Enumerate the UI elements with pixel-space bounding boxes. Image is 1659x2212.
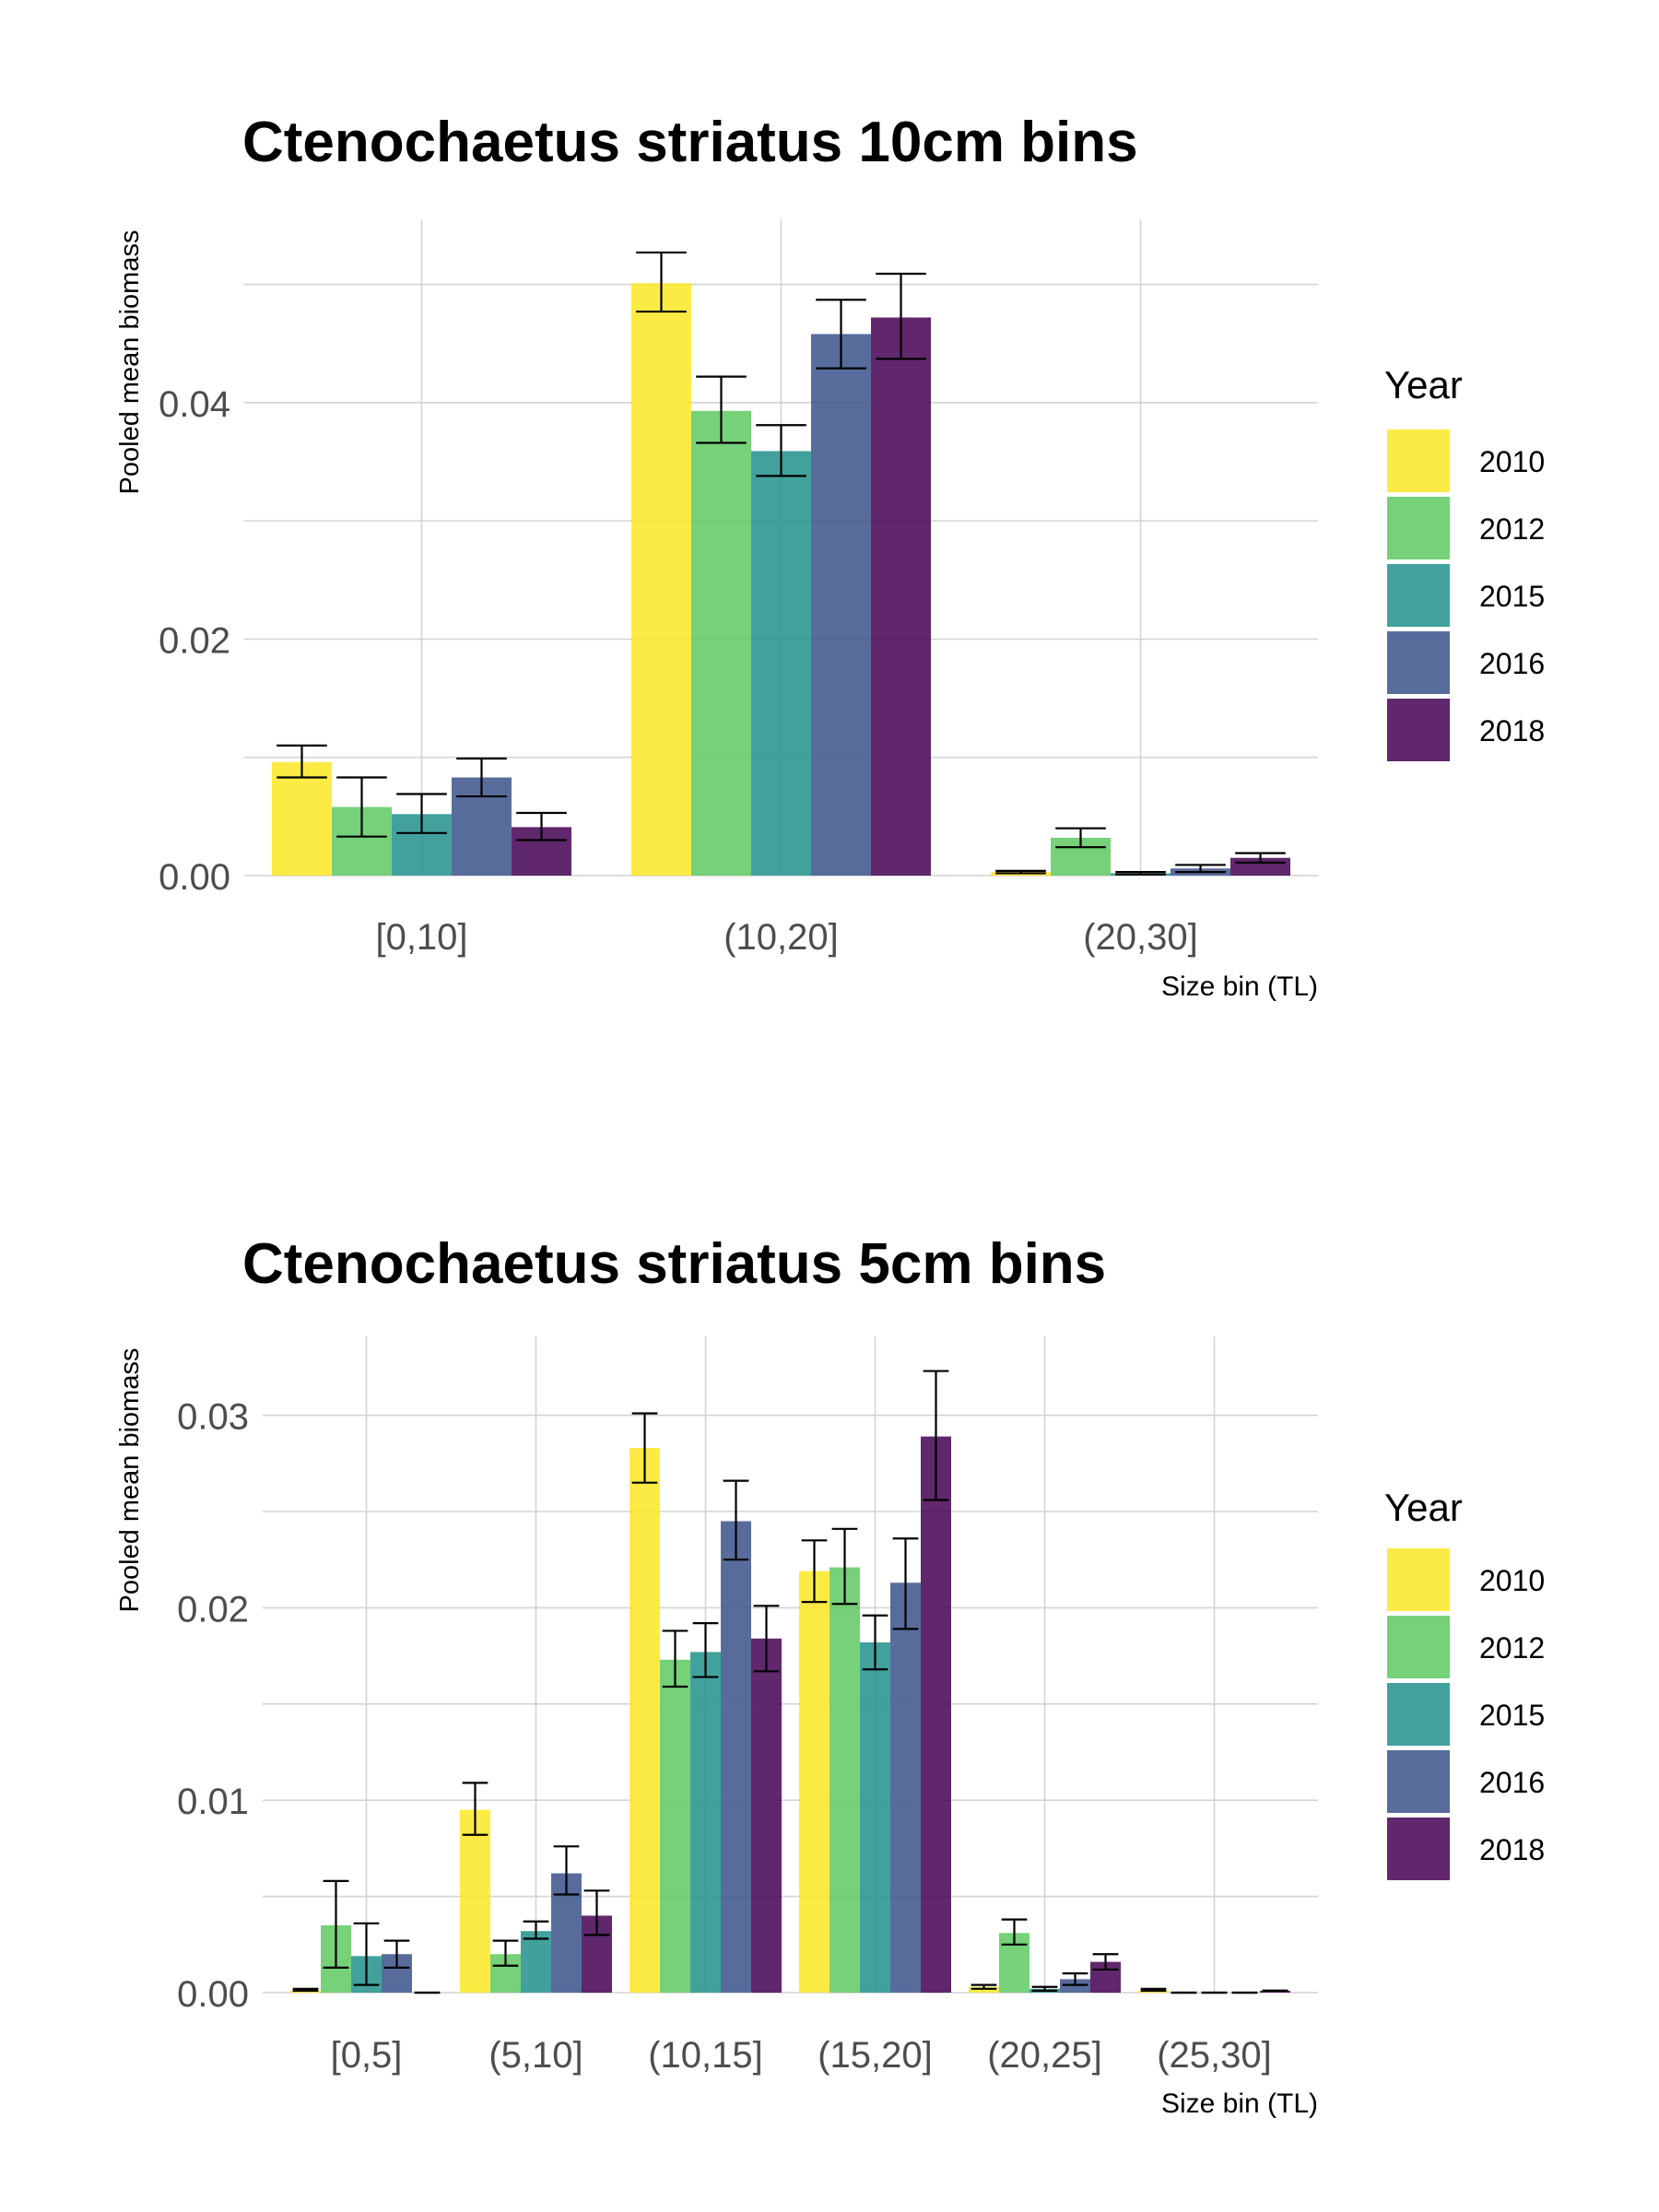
legend-label-2010: 2010 xyxy=(1479,1564,1545,1597)
legend-label-2012: 2012 xyxy=(1479,1631,1545,1665)
bar-2015-1 xyxy=(751,451,811,876)
legend-swatch-2012 xyxy=(1387,497,1450,559)
x-tick-label: [0,10] xyxy=(375,917,467,958)
legend: Year 2010 2012 2015 2016 2018 xyxy=(1384,1486,1545,1880)
x-tick-label: (10,15] xyxy=(648,2035,763,2076)
bar-2012-3 xyxy=(830,1567,860,1993)
x-tick-label: [0,5] xyxy=(331,2035,403,2076)
legend-swatch-2018 xyxy=(1387,699,1450,761)
bar-2015-1 xyxy=(521,1931,551,1993)
error-bars xyxy=(276,251,1286,876)
chart-title: Ctenochaetus striatus 5cm bins xyxy=(242,1232,1106,1296)
bar-2012-2 xyxy=(660,1659,690,1993)
legend-label-2012: 2012 xyxy=(1479,512,1545,546)
bar-2010-3 xyxy=(799,1571,830,1993)
bar-2010-1 xyxy=(631,283,691,877)
y-tick-label: 0.02 xyxy=(177,1589,249,1630)
y-tick-label: 0.03 xyxy=(177,1397,249,1438)
y-tick-label: 0.02 xyxy=(159,620,230,661)
legend-swatch-2016 xyxy=(1387,1750,1450,1813)
legend-label-2018: 2018 xyxy=(1479,1833,1545,1866)
y-axis-title: Pooled mean biomass xyxy=(115,230,145,495)
bar-2018-2 xyxy=(751,1638,782,1993)
legend-swatch-2018 xyxy=(1387,1818,1450,1880)
bar-2010-1 xyxy=(460,1809,490,1993)
legend-label-2016: 2016 xyxy=(1479,647,1545,680)
bar-2010-2 xyxy=(629,1448,660,1993)
x-tick-label: (5,10] xyxy=(488,2035,582,2076)
bar-2016-1 xyxy=(811,334,871,876)
legend-swatch-2015 xyxy=(1387,1683,1450,1746)
legend-swatch-2010 xyxy=(1387,429,1450,492)
bar-2015-2 xyxy=(690,1652,721,1993)
bar-2016-2 xyxy=(721,1521,751,1993)
x-axis-title: Size bin (TL) xyxy=(1161,971,1318,1002)
x-tick-label: (20,25] xyxy=(987,2035,1102,2076)
bar-2010-0 xyxy=(272,761,332,876)
y-axis-ticks: 0.00 0.02 0.04 xyxy=(159,384,230,898)
legend-swatch-2016 xyxy=(1387,631,1450,694)
legend-swatch-2010 xyxy=(1387,1548,1450,1611)
legend-label-2015: 2015 xyxy=(1479,580,1545,613)
legend-title: Year xyxy=(1384,1486,1463,1529)
chart-10cm-bins: Ctenochaetus striatus 10cm bins 0.00 0.02… xyxy=(115,111,1545,1002)
legend-swatch-2015 xyxy=(1387,564,1450,627)
bars xyxy=(272,283,1290,877)
bar-2018-3 xyxy=(921,1436,951,1993)
bar-2012-1 xyxy=(691,410,751,876)
bar-2015-3 xyxy=(860,1641,890,1993)
bar-2016-3 xyxy=(890,1583,921,1993)
chart-title: Ctenochaetus striatus 10cm bins xyxy=(242,111,1138,174)
legend-swatch-2012 xyxy=(1387,1616,1450,1678)
legend-label-2018: 2018 xyxy=(1479,714,1545,747)
x-tick-label: (25,30] xyxy=(1157,2035,1272,2076)
y-tick-label: 0.00 xyxy=(159,857,230,898)
error-bars xyxy=(292,1370,1288,1994)
x-axis-title: Size bin (TL) xyxy=(1161,2088,1318,2119)
x-tick-label: (15,20] xyxy=(818,2035,933,2076)
legend-title: Year xyxy=(1384,363,1463,406)
x-tick-label: (10,20] xyxy=(724,917,839,958)
y-tick-label: 0.00 xyxy=(177,1974,249,2015)
y-tick-label: 0.04 xyxy=(159,384,230,425)
legend-label-2016: 2016 xyxy=(1479,1766,1545,1799)
x-axis-ticks: [0,5] (5,10] (10,15] (15,20] (20,25] (25,30] xyxy=(331,2035,1272,2076)
legend-label-2015: 2015 xyxy=(1479,1699,1545,1732)
x-axis-ticks: [0,10] (10,20] (20,30] xyxy=(375,917,1197,958)
legend: Year 2010 2012 2015 2016 2018 xyxy=(1384,363,1545,761)
bar-2018-1 xyxy=(871,317,931,877)
x-tick-label: (20,30] xyxy=(1083,917,1198,958)
y-tick-label: 0.01 xyxy=(177,1782,249,1822)
legend-label-2010: 2010 xyxy=(1479,445,1545,478)
bars xyxy=(290,1436,1290,1993)
y-axis-title: Pooled mean biomass xyxy=(115,1348,145,1613)
y-axis-ticks: 0.00 0.01 0.02 0.03 xyxy=(177,1397,249,2015)
chart-5cm-bins: Ctenochaetus striatus 5cm bins 0.000.010… xyxy=(115,1232,1545,2119)
